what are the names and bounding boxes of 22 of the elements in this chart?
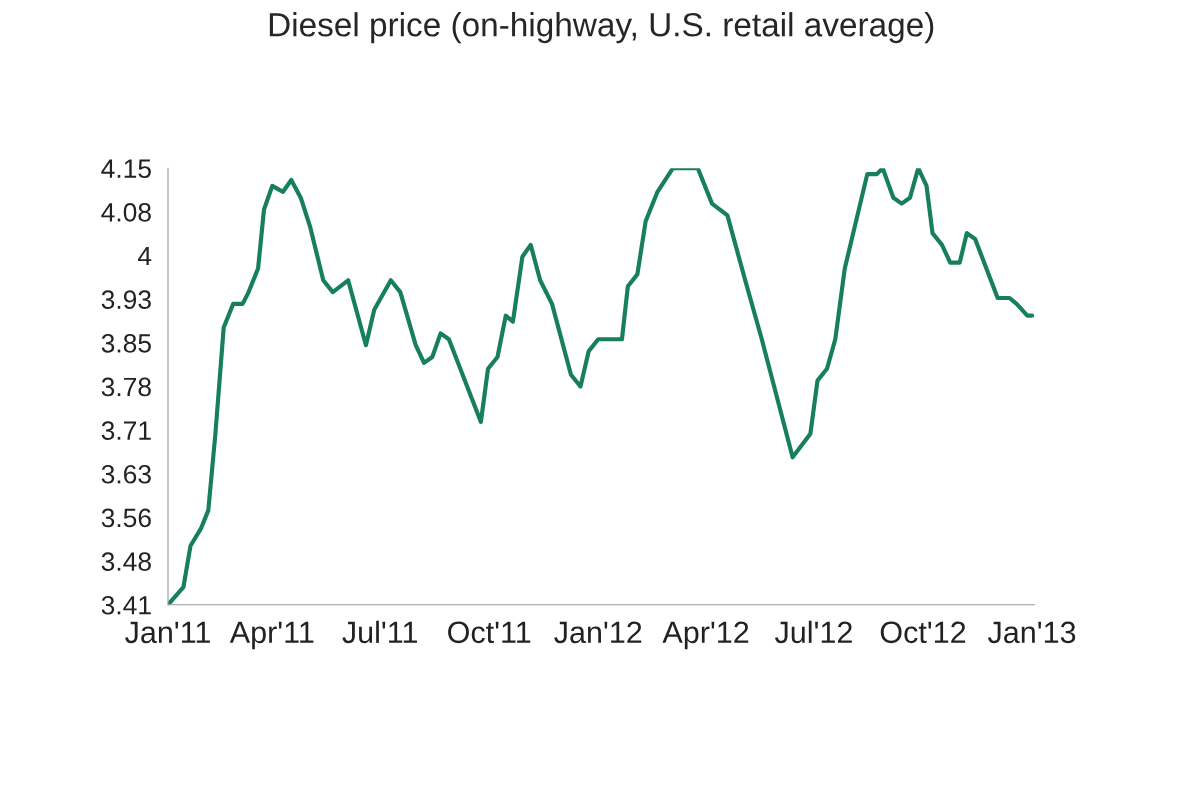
x-tick-label: Oct'12 <box>880 621 966 644</box>
y-tick-label: 3.63 <box>101 464 151 484</box>
y-tick-label: 3.41 <box>101 595 151 615</box>
y-tick-label: 4 <box>137 246 152 266</box>
x-tick-label: Jul'12 <box>774 620 852 644</box>
x-tick-label: Apr'12 <box>662 621 749 650</box>
chart-title: Diesel price (on-highway, U.S. retail average) <box>269 12 934 44</box>
y-tick-label: 3.78 <box>101 377 151 397</box>
x-tick-label: Jan'11 <box>125 621 210 644</box>
x-tick-label: Apr'11 <box>229 621 314 650</box>
y-tick-label: 4.15 <box>101 159 151 179</box>
y-tick-label: 4.08 <box>101 203 151 222</box>
x-tick-label: Oct'11 <box>448 621 531 644</box>
x-tick-label: Jan'13 <box>987 621 1076 644</box>
y-tick-label: 3.71 <box>101 421 151 440</box>
y-tick-label: 3.48 <box>101 552 151 571</box>
x-tick-label: Jul'11 <box>342 620 417 644</box>
y-tick-label: 3.85 <box>101 333 151 353</box>
y-tick-label: 3.93 <box>101 290 151 309</box>
x-tick-label: Jan'12 <box>554 621 642 644</box>
y-tick-label: 3.56 <box>101 508 151 528</box>
line-series <box>168 168 1035 605</box>
